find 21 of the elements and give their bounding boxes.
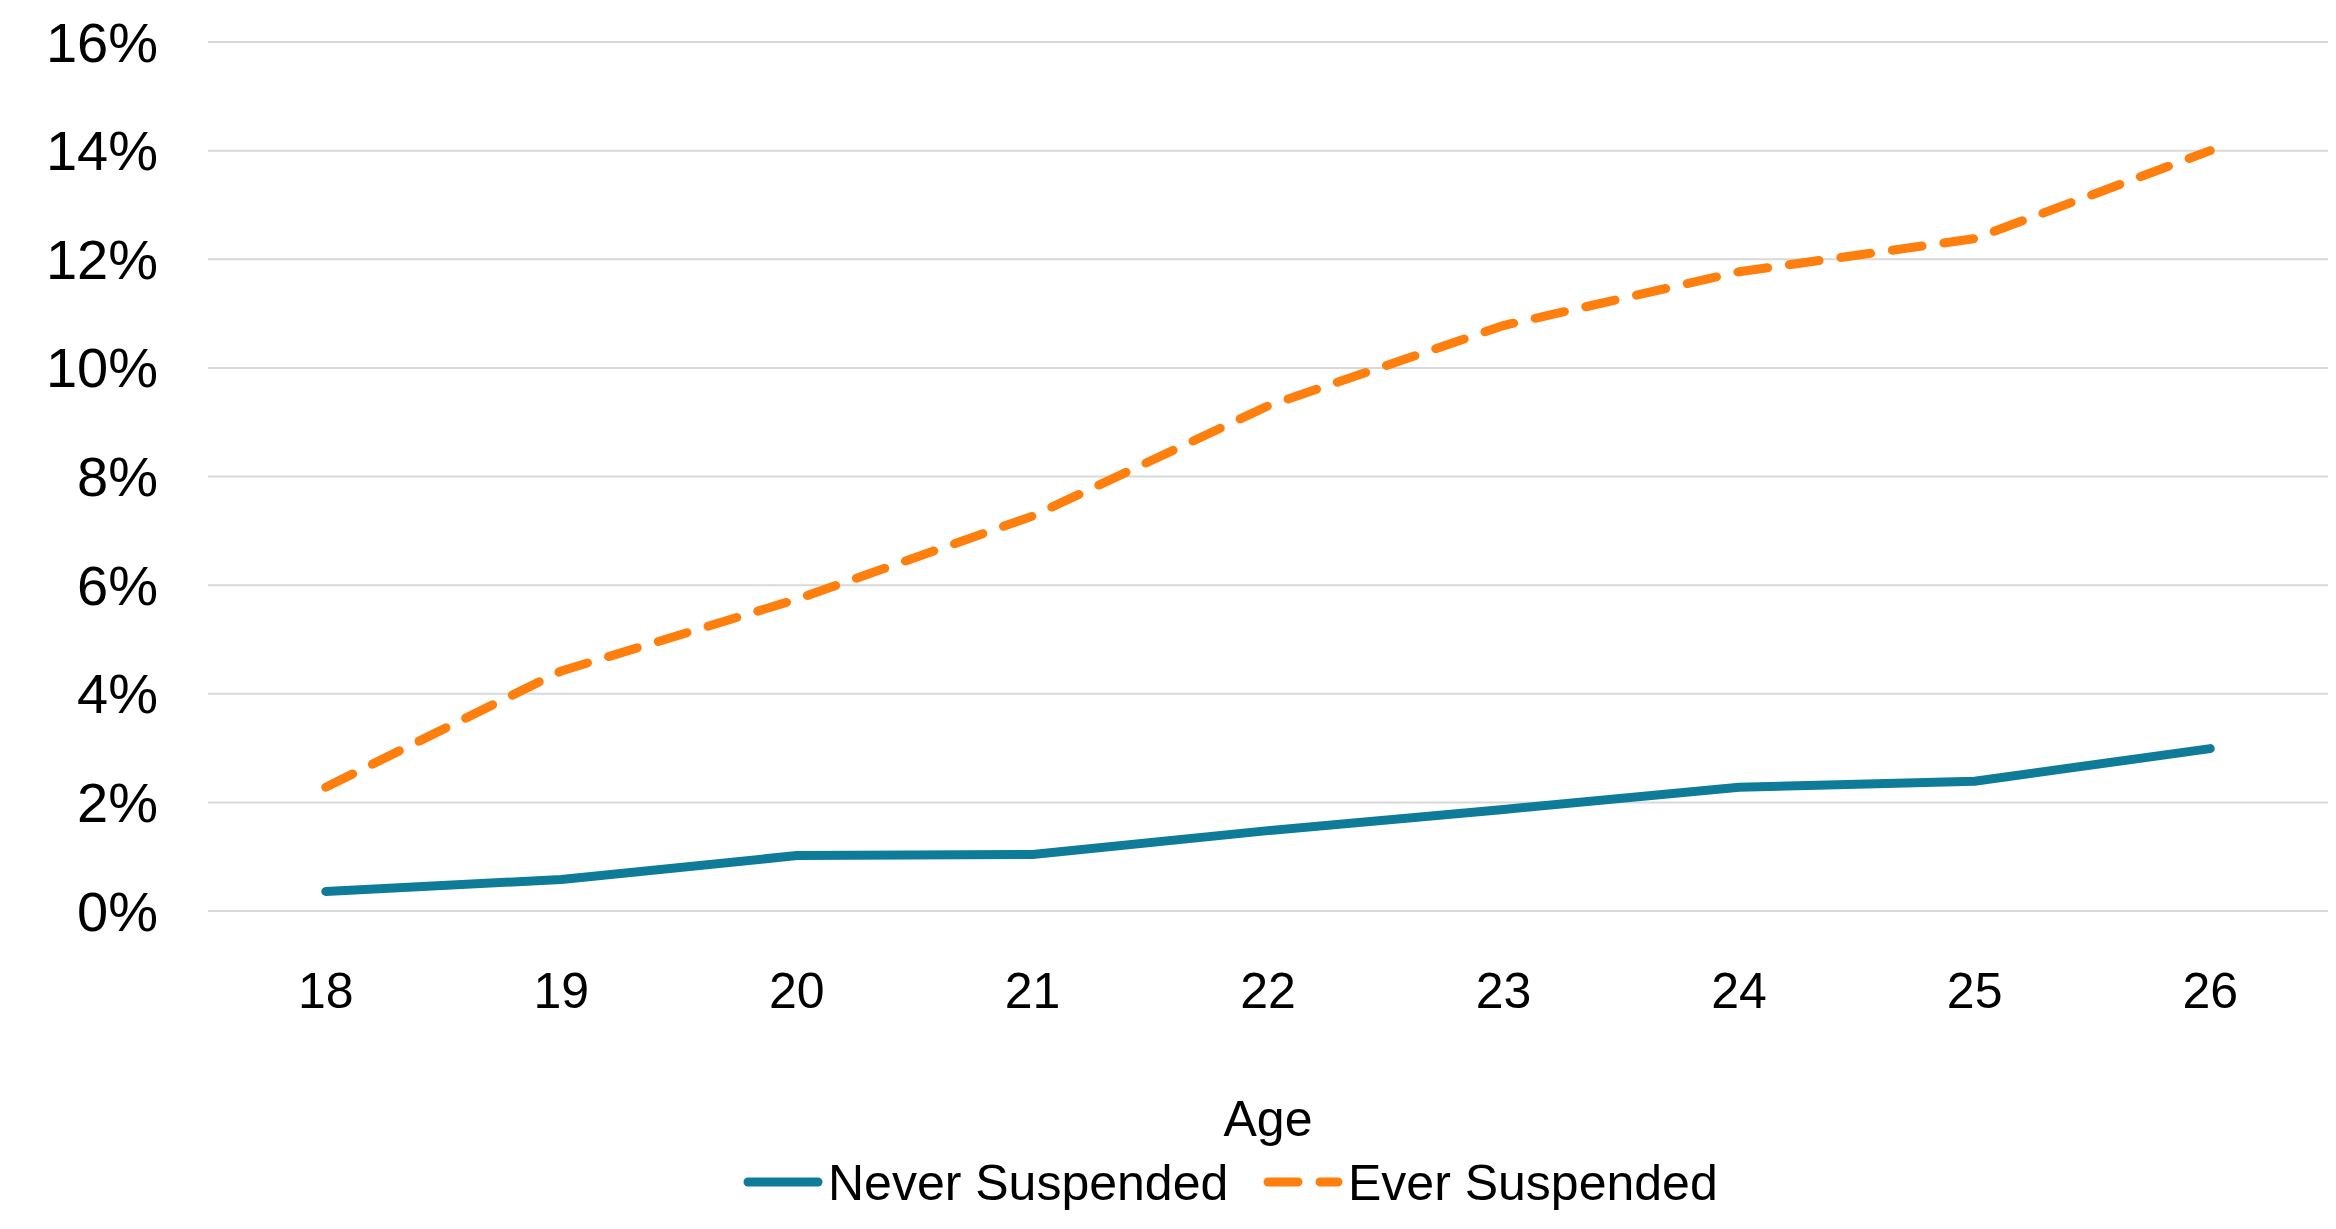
y-tick-label: 14%	[45, 119, 158, 183]
x-tick-label: 22	[1240, 963, 1296, 1019]
y-tick-label: 0%	[77, 879, 158, 943]
y-tick-label: 10%	[45, 336, 158, 400]
legend-label: Never Suspended	[828, 1155, 1229, 1211]
x-tick-label: 19	[533, 963, 590, 1019]
x-tick-label: 21	[1004, 963, 1061, 1019]
legend-label: Ever Suspended	[1348, 1155, 1718, 1211]
x-tick-label: 23	[1475, 963, 1532, 1019]
y-tick-label: 8%	[77, 445, 158, 509]
y-tick-label: 6%	[77, 553, 158, 617]
x-tick-label: 18	[297, 963, 354, 1019]
x-tick-label: 25	[1946, 963, 2003, 1019]
x-tick-label: 20	[769, 963, 825, 1019]
x-tick-label: 26	[2182, 963, 2239, 1019]
y-tick-label: 12%	[45, 227, 158, 291]
y-tick-label: 2%	[77, 770, 158, 834]
x-axis-title: Age	[1223, 1091, 1313, 1147]
y-tick-label: 16%	[45, 10, 158, 74]
x-tick-label: 24	[1711, 963, 1767, 1019]
y-tick-label: 4%	[77, 662, 158, 726]
